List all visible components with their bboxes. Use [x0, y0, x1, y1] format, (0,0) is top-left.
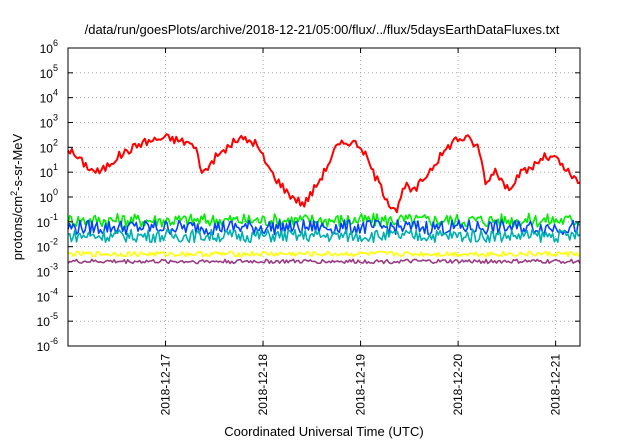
- series-layer: [67, 133, 581, 265]
- y-tick-label: 106: [40, 38, 58, 56]
- series-line: [67, 219, 581, 236]
- y-tick-label: 10-4: [37, 286, 58, 304]
- chart-title: /data/run/goesPlots/archive/2018-12-21/0…: [85, 22, 560, 37]
- y-tick-label: 10-6: [37, 336, 58, 354]
- y-tick-label: 10-5: [37, 311, 58, 329]
- y-tick-label: 10-3: [37, 262, 58, 280]
- y-tick-label: 10-1: [37, 212, 58, 230]
- x-tick-label: 2018-12-17: [159, 354, 173, 416]
- x-tick-label: 2018-12-20: [451, 354, 465, 416]
- series-line: [67, 212, 581, 229]
- y-tick-label: 101: [40, 162, 58, 180]
- series-line: [67, 250, 581, 258]
- series-line: [67, 228, 581, 244]
- y-tick-label: 104: [40, 88, 58, 106]
- y-tick-labels: 10-6 10-5 10-4 10-3 10-2 10-1 100 101 102 103 104 1…: [37, 38, 580, 354]
- y-tick-label: 102: [40, 137, 58, 155]
- x-tick-label: 2018-12-19: [354, 354, 368, 416]
- series-line: [67, 258, 581, 265]
- series-line: [67, 133, 581, 214]
- y-tick-label: 100: [40, 187, 58, 205]
- grid: [68, 48, 580, 346]
- x-axis-label: Coordinated Universal Time (UTC): [224, 424, 423, 439]
- y-tick-label: 10-2: [37, 237, 58, 255]
- y-axis-label: protons/cm2-s-sr-MeV: [9, 133, 25, 260]
- x-tick-labels: 2018-12-17 2018-12-18 2018-12-19 2018-12-20…: [159, 48, 563, 415]
- y-tick-label: 103: [40, 113, 58, 131]
- x-tick-label: 2018-12-21: [549, 354, 563, 416]
- x-tick-label: 2018-12-18: [256, 354, 270, 416]
- y-tick-label: 105: [40, 63, 58, 81]
